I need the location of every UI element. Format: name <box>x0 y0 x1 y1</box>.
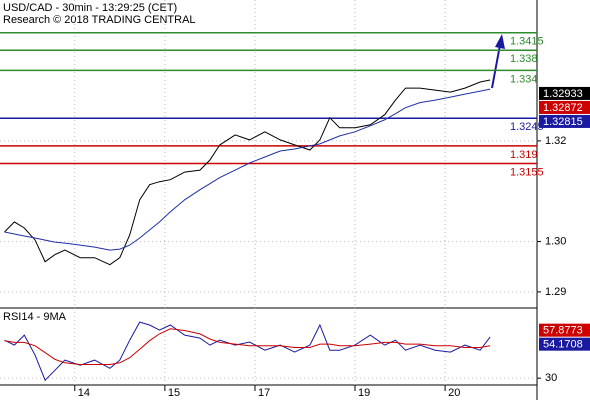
series-line <box>4 88 491 251</box>
y-tick-label: 1.30 <box>545 235 566 247</box>
price-marker-label: 57.8773 <box>543 325 583 337</box>
arrow <box>491 44 501 89</box>
series-line <box>4 328 491 365</box>
price-marker <box>539 86 590 100</box>
price-marker <box>539 337 590 351</box>
x-tick-label: 15 <box>168 387 180 399</box>
x-tick-label: 14 <box>78 387 90 399</box>
x-tick-label: 17 <box>258 387 270 399</box>
level-label: 1.3155 <box>510 166 544 178</box>
price-marker <box>539 114 590 128</box>
price-marker-label: 1.32815 <box>543 116 583 128</box>
level-label: 1.319 <box>510 149 538 161</box>
x-tick-label: 20 <box>448 387 460 399</box>
level-label: 1.338 <box>510 53 538 65</box>
y-tick-label: 1.32 <box>545 135 566 147</box>
series-line <box>4 321 491 382</box>
price-marker <box>539 323 590 337</box>
arrow-head <box>495 34 505 49</box>
chart-subtitle: Research © 2018 TRADING CENTRAL <box>3 14 196 26</box>
chart-title: USD/CAD - 30min - 13:29:25 (CET) <box>3 2 177 14</box>
x-tick-label: 19 <box>358 387 370 399</box>
level-label: 1.3245 <box>510 121 544 133</box>
price-marker <box>539 100 590 114</box>
y-tick-label: 30 <box>545 372 557 384</box>
level-label: 1.3415 <box>510 36 544 48</box>
y-tick-label: 1.29 <box>545 286 566 298</box>
rsi-title: RSI14 - 9MA <box>3 311 67 323</box>
price-marker-label: 54.1708 <box>543 339 583 351</box>
price-marker-label: 1.32933 <box>543 88 583 100</box>
price-marker-label: 1.32872 <box>543 102 583 114</box>
series-line <box>4 79 491 266</box>
level-label: 1.334 <box>510 73 538 85</box>
